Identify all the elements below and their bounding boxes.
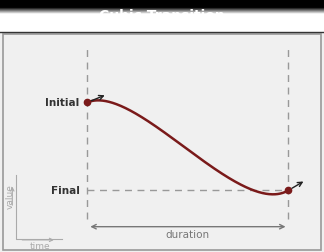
Text: Initial: Initial	[45, 98, 79, 108]
Text: duration: duration	[166, 229, 210, 239]
Text: value: value	[6, 184, 15, 208]
Text: time: time	[30, 241, 51, 250]
Text: Final: Final	[51, 186, 79, 196]
Text: Cubic Transition: Cubic Transition	[99, 9, 225, 23]
